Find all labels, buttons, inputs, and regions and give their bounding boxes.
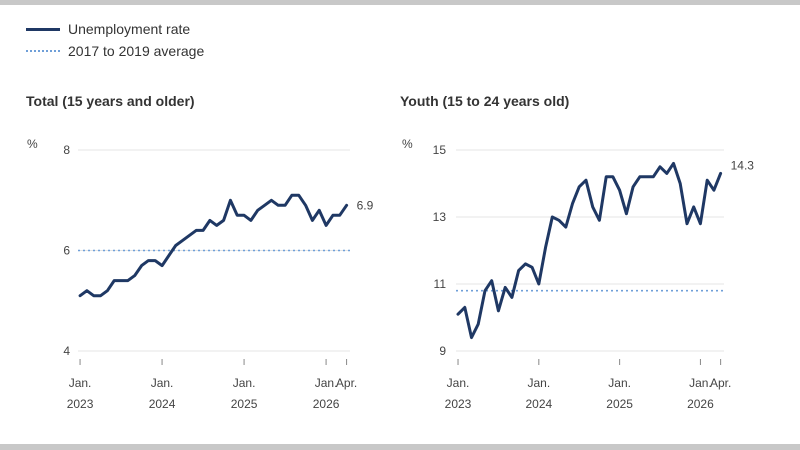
- youth-unemployment-line: [456, 161, 723, 340]
- total-x-tick-label: Apr.: [336, 376, 357, 390]
- total-x-tick-year-label: 2025: [231, 397, 258, 411]
- total-x-tick-year-label: 2026: [313, 397, 340, 411]
- total-x-tick-label: Jan.: [151, 376, 174, 390]
- total-y-tick-label: 6: [63, 244, 70, 258]
- bottom-border: [0, 444, 800, 450]
- youth-x-tick-year-label: 2024: [525, 397, 552, 411]
- youth-x-tick-year-label: 2023: [445, 397, 472, 411]
- legend-label-series: Unemployment rate: [68, 21, 191, 37]
- total-end-value-label: 6.9: [357, 198, 374, 212]
- youth-x-tick-label: Jan.: [447, 376, 470, 390]
- legend-swatch-dotted-line: [26, 50, 60, 52]
- total-x-tick-year-label: 2024: [149, 397, 176, 411]
- legend-item-average: 2017 to 2019 average: [26, 40, 204, 62]
- youth-y-tick-label: 9: [439, 344, 446, 358]
- total-y-tick-label: 8: [63, 143, 70, 157]
- youth-y-tick-label: 13: [433, 210, 447, 224]
- youth-x-tick-label: Apr.: [710, 376, 731, 390]
- total-x-tick-label: Jan.: [233, 376, 256, 390]
- youth-x-tick-label: Jan.: [608, 376, 631, 390]
- youth-x-tick-year-label: 2025: [606, 397, 633, 411]
- top-border: [0, 0, 800, 5]
- total-x-tick-year-label: 2023: [67, 397, 94, 411]
- youth-chart-title: Youth (15 to 24 years old): [400, 93, 569, 109]
- youth-x-tick-year-label: 2026: [687, 397, 714, 411]
- legend: Unemployment rate 2017 to 2019 average: [26, 18, 204, 62]
- youth-y-unit-label: %: [402, 137, 413, 151]
- youth-y-tick-label: 11: [434, 277, 447, 291]
- legend-swatch-solid-line: [26, 27, 60, 31]
- total-y-unit-label: %: [27, 137, 38, 151]
- youth-y-tick-label: 15: [433, 143, 447, 157]
- legend-label-average: 2017 to 2019 average: [68, 43, 205, 59]
- total-x-tick-label: Jan.: [315, 376, 338, 390]
- total-chart-title: Total (15 years and older): [26, 93, 195, 109]
- total-y-tick-label: 4: [63, 344, 70, 358]
- youth-end-value-label: 14.3: [731, 158, 755, 172]
- total-x-tick-label: Jan.: [69, 376, 92, 390]
- legend-item-series: Unemployment rate: [26, 18, 204, 40]
- total-unemployment-line: [78, 193, 349, 298]
- youth-x-tick-label: Jan.: [527, 376, 550, 390]
- youth-x-tick-label: Jan.: [689, 376, 712, 390]
